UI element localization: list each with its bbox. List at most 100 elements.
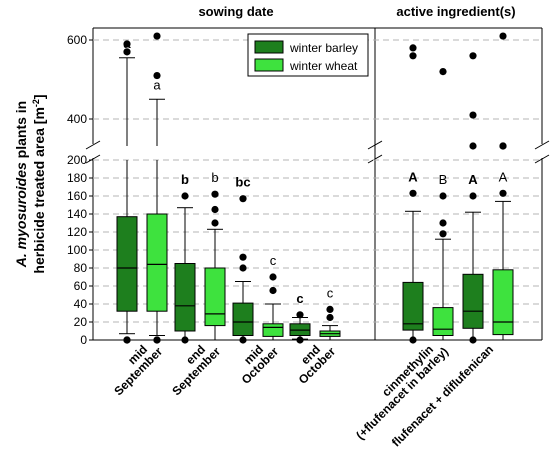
significance-letter: B bbox=[439, 172, 448, 187]
box-winter-barley: A bbox=[402, 44, 424, 344]
y-tick-label: 400 bbox=[67, 112, 87, 126]
y-axis-label-text: ] bbox=[31, 94, 47, 99]
y-tick-label: 40 bbox=[74, 297, 88, 311]
outlier-point bbox=[153, 336, 161, 344]
outlier-point bbox=[469, 142, 477, 150]
significance-letter: c bbox=[327, 285, 334, 300]
significance-letter: b bbox=[181, 172, 189, 187]
significance-letter: c bbox=[296, 291, 303, 306]
y-axis-label-line2: herbicide treated area [m-2] bbox=[31, 94, 47, 273]
outlier-point bbox=[469, 52, 477, 60]
legend-swatch bbox=[254, 58, 284, 72]
box-winter-wheat: A bbox=[492, 32, 514, 341]
axis-break-mark bbox=[85, 140, 101, 150]
outlier-point bbox=[269, 273, 277, 281]
y-tick-label: 140 bbox=[67, 207, 87, 221]
box-iqr bbox=[402, 281, 424, 331]
outlier-point bbox=[469, 192, 477, 200]
outlier-point bbox=[239, 264, 247, 272]
y-tick-label: 180 bbox=[67, 171, 87, 185]
outlier-point bbox=[469, 111, 477, 119]
panel-title-sowing-date: sowing date bbox=[198, 4, 273, 19]
outlier-point bbox=[439, 219, 447, 227]
box-winter-barley: a bbox=[116, 36, 138, 344]
box-iqr bbox=[174, 263, 196, 332]
outlier-point bbox=[296, 336, 304, 344]
legend-label: winter barley bbox=[289, 41, 358, 55]
boxes: a a b b bc c c c A B A A bbox=[116, 32, 514, 344]
significance-letter: a bbox=[123, 36, 131, 51]
outlier-point bbox=[296, 311, 304, 319]
y-tick-label: 200 bbox=[67, 153, 87, 167]
legend: winter barley winter wheat bbox=[247, 33, 369, 77]
box-winter-wheat: a bbox=[146, 32, 168, 344]
significance-letter: b bbox=[211, 170, 218, 185]
outlier-point bbox=[123, 40, 131, 48]
outlier-point bbox=[153, 32, 161, 40]
box-iqr bbox=[492, 269, 514, 336]
box-iqr bbox=[204, 267, 226, 327]
significance-letter: a bbox=[153, 77, 161, 92]
axis-break-mark bbox=[367, 154, 383, 164]
outlier-point bbox=[239, 253, 247, 261]
outlier-point bbox=[269, 286, 277, 295]
outlier-point bbox=[409, 52, 417, 60]
y-tick-label: 160 bbox=[67, 189, 87, 203]
axis-break-mark bbox=[85, 154, 101, 164]
outlier-point bbox=[239, 336, 247, 344]
outlier-point bbox=[409, 44, 417, 52]
box-iqr bbox=[232, 302, 254, 337]
outlier-point bbox=[211, 190, 219, 198]
box-iqr bbox=[262, 323, 284, 337]
y-axis-label: A. myosuroides plants in herbicide treate… bbox=[13, 94, 47, 273]
plot-frame bbox=[85, 27, 550, 341]
y-tick-label: 120 bbox=[67, 225, 87, 239]
y-axis-label-line1: A. myosuroides plants in bbox=[13, 101, 29, 268]
axis-break-mark bbox=[367, 140, 383, 150]
y-tick-label: 60 bbox=[74, 279, 88, 293]
panel-title-active-ingredient: active ingredient(s) bbox=[396, 4, 515, 19]
y-axis-ticks: 0204060801001201401601802004006008001000 bbox=[67, 33, 93, 347]
outlier-point bbox=[326, 305, 334, 313]
significance-letter: A bbox=[468, 172, 478, 187]
box-winter-barley: bc bbox=[232, 175, 254, 344]
box-winter-wheat: c bbox=[319, 285, 341, 341]
outlier-point bbox=[211, 219, 219, 227]
outlier-point bbox=[409, 336, 417, 344]
outlier-point bbox=[181, 336, 189, 344]
y-axis-label-text: herbicide treated area [m bbox=[31, 107, 47, 274]
box-winter-wheat: B bbox=[432, 68, 454, 341]
outlier-point bbox=[181, 192, 189, 200]
outlier-point bbox=[123, 336, 131, 344]
box-winter-wheat: b bbox=[204, 170, 226, 341]
outlier-point bbox=[123, 48, 131, 56]
y-axis-label-species: A. myosuroides bbox=[13, 162, 29, 268]
significance-letter: A bbox=[408, 169, 418, 184]
axis-break-mark bbox=[534, 140, 550, 150]
box-iqr bbox=[462, 273, 484, 329]
outlier-point bbox=[239, 195, 247, 203]
box-winter-barley: c bbox=[289, 291, 311, 344]
outlier-point bbox=[469, 336, 477, 344]
significance-letter: A bbox=[499, 169, 508, 184]
y-tick-label: 20 bbox=[74, 315, 88, 329]
outlier-point bbox=[499, 189, 507, 197]
y-tick-label: 0 bbox=[80, 333, 87, 347]
outlier-point bbox=[439, 68, 447, 76]
axis-break-mark bbox=[534, 154, 550, 164]
box-iqr bbox=[146, 213, 168, 312]
box-winter-barley: b bbox=[174, 172, 196, 344]
y-axis-label-superscript: -2 bbox=[31, 99, 41, 107]
y-tick-label: 600 bbox=[67, 33, 87, 47]
legend-swatch bbox=[254, 40, 284, 54]
outlier-point bbox=[439, 192, 447, 200]
legend-label: winter wheat bbox=[289, 59, 358, 73]
box-iqr bbox=[116, 216, 138, 312]
outlier-point bbox=[326, 313, 334, 322]
outlier-point bbox=[499, 142, 507, 150]
significance-letter: c bbox=[270, 253, 277, 268]
box-iqr bbox=[432, 307, 454, 337]
y-axis-label-text: plants in bbox=[13, 101, 29, 162]
